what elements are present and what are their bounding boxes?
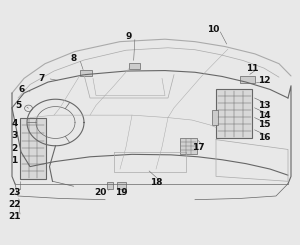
Text: 19: 19 [115, 188, 128, 197]
Text: 22: 22 [8, 200, 21, 209]
Bar [80, 70, 92, 76]
Bar [180, 138, 196, 154]
Text: 7: 7 [38, 74, 45, 83]
Text: 10: 10 [207, 25, 219, 34]
Bar [117, 182, 126, 189]
Text: 12: 12 [258, 76, 270, 85]
Text: 6: 6 [19, 85, 25, 94]
Text: 1: 1 [11, 156, 17, 165]
Text: 15: 15 [258, 121, 270, 129]
Text: 16: 16 [258, 133, 270, 142]
Text: 2: 2 [11, 144, 17, 153]
Bar [20, 118, 46, 179]
Text: 9: 9 [126, 32, 132, 41]
Text: 17: 17 [192, 143, 204, 151]
Text: 4: 4 [11, 119, 18, 128]
Text: 23: 23 [8, 188, 21, 197]
Text: 18: 18 [150, 178, 162, 187]
Text: 5: 5 [16, 101, 22, 110]
Bar [212, 110, 218, 125]
Text: 21: 21 [8, 212, 21, 221]
Text: 11: 11 [246, 64, 258, 73]
Bar [106, 182, 112, 189]
Bar [240, 76, 255, 83]
Bar [129, 63, 140, 69]
Bar [216, 89, 252, 138]
Text: 3: 3 [11, 132, 17, 140]
Text: 14: 14 [258, 111, 270, 120]
Text: 13: 13 [258, 101, 270, 110]
Text: 8: 8 [70, 54, 76, 63]
Text: 20: 20 [94, 188, 107, 197]
